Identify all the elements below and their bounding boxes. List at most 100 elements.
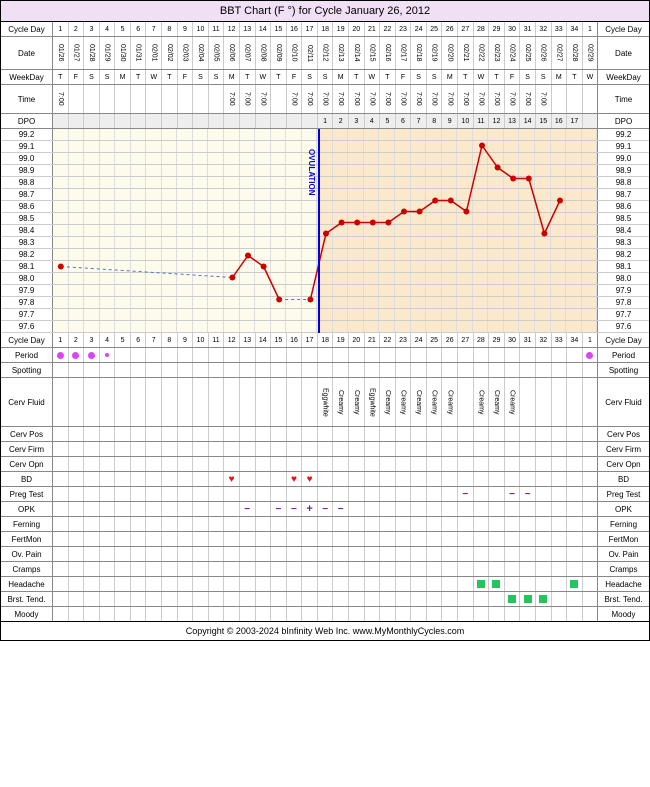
temp-cell (131, 129, 147, 140)
cell (271, 607, 287, 621)
cell (583, 532, 598, 546)
temp-cell (100, 309, 116, 320)
cell (100, 592, 116, 606)
temp-cell (131, 321, 147, 332)
temp-label: 99.0 (1, 153, 53, 164)
temp-cell (364, 177, 380, 188)
cell: 33 (552, 333, 568, 347)
temp-label: 97.9 (1, 285, 53, 296)
temp-cell (115, 273, 131, 284)
temp-cell (535, 177, 551, 188)
cell (536, 427, 552, 441)
cell: 26 (442, 333, 458, 347)
row-bd: BD ♥♥♥ BD (1, 472, 649, 487)
cell (380, 607, 396, 621)
temp-cell (411, 285, 427, 296)
label-cervfluid-r: Cerv Fluid (597, 378, 649, 426)
temp-cell (286, 177, 302, 188)
temp-cell (411, 249, 427, 260)
temp-cell (364, 165, 380, 176)
label-opk-l: OPK (1, 502, 53, 516)
temp-cell (488, 153, 504, 164)
cell (458, 348, 474, 362)
cell (162, 592, 178, 606)
cell: 13 (505, 114, 521, 128)
temp-cell (69, 165, 85, 176)
cell: 7:00 (365, 85, 381, 113)
cell (458, 442, 474, 456)
cell (411, 348, 427, 362)
temp-cell (442, 165, 458, 176)
cell (256, 114, 272, 128)
row-cerv-pos: Cerv Pos Cerv Pos (1, 427, 649, 442)
temp-cell (302, 129, 318, 140)
temp-cell (162, 249, 178, 260)
temp-cell (177, 249, 193, 260)
cell (536, 457, 552, 471)
temp-cell (193, 129, 209, 140)
cell (458, 532, 474, 546)
temp-cell (411, 309, 427, 320)
temp-cell (442, 213, 458, 224)
temp-cell (551, 165, 567, 176)
temp-cell (53, 249, 69, 260)
cell (224, 607, 240, 621)
cell (396, 502, 412, 516)
temp-cell (379, 225, 395, 236)
cell: 22 (380, 333, 396, 347)
label-cycle-day2-l: Cycle Day (1, 333, 53, 347)
temp-label: 98.1 (1, 261, 53, 272)
cell (489, 457, 505, 471)
cell (333, 607, 349, 621)
label-bd-r: BD (597, 472, 649, 486)
cell: 12 (224, 22, 240, 36)
cell (131, 378, 147, 426)
temp-cell (302, 237, 318, 248)
cell (365, 487, 381, 501)
cell (131, 85, 147, 113)
temp-cell (115, 297, 131, 308)
temp-cell (519, 249, 535, 260)
cell: 33 (552, 22, 568, 36)
cell (489, 363, 505, 377)
cell: 1 (53, 22, 69, 36)
temp-cell (426, 201, 442, 212)
temp-cell (53, 129, 69, 140)
cell: 2 (333, 114, 349, 128)
temp-cell (395, 273, 411, 284)
cell (318, 562, 334, 576)
cell (256, 607, 272, 621)
cell (100, 577, 116, 591)
cell (458, 427, 474, 441)
temp-label: 98.0 (597, 273, 649, 284)
temp-cell (193, 321, 209, 332)
temp-cell (535, 273, 551, 284)
cell: Creamy (396, 378, 412, 426)
temp-cell (115, 213, 131, 224)
temp-cell (146, 177, 162, 188)
row-preg-test: Preg Test −−− Preg Test (1, 487, 649, 502)
cell (474, 562, 490, 576)
temp-cell (69, 261, 85, 272)
cell (84, 348, 100, 362)
temp-cell (84, 213, 100, 224)
temp-cell (488, 213, 504, 224)
cell (442, 577, 458, 591)
cell: S (302, 70, 318, 84)
cell (333, 348, 349, 362)
cell (131, 348, 147, 362)
cell: 1 (318, 114, 334, 128)
cell (146, 502, 162, 516)
cell: 18 (318, 22, 334, 36)
cell: 15 (271, 22, 287, 36)
temp-cell (519, 201, 535, 212)
square-icon (524, 595, 532, 603)
cell: Creamy (349, 378, 365, 426)
cell (193, 502, 209, 516)
cell: 7 (411, 114, 427, 128)
temp-cell (193, 273, 209, 284)
cell: 23 (396, 333, 412, 347)
temp-cell (504, 153, 520, 164)
cell (396, 457, 412, 471)
cell (427, 577, 443, 591)
